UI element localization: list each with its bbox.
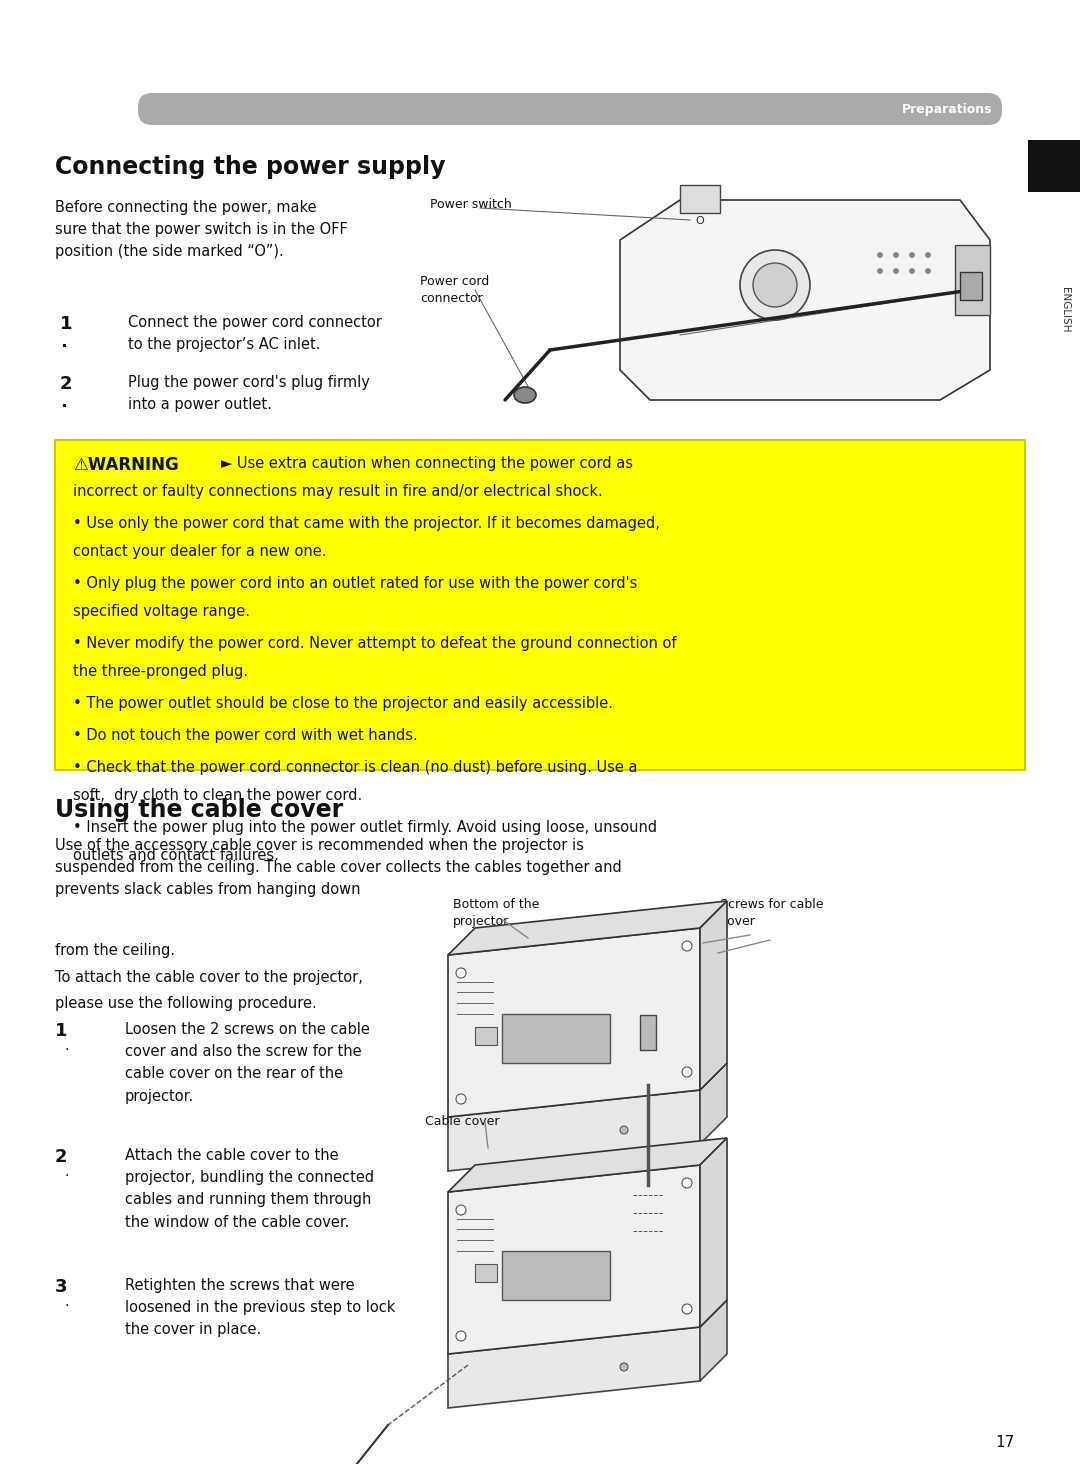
Ellipse shape xyxy=(514,386,536,403)
Circle shape xyxy=(753,264,797,307)
Text: Retighten the screws that were
loosened in the previous step to lock
the cover i: Retighten the screws that were loosened … xyxy=(125,1278,395,1338)
Circle shape xyxy=(924,252,931,258)
Text: Loosen the 2 screws on the cable
cover and also the screw for the
cable cover on: Loosen the 2 screws on the cable cover a… xyxy=(125,1022,369,1104)
Bar xyxy=(960,272,982,300)
Polygon shape xyxy=(700,1138,727,1326)
Text: soft,  dry cloth to clean the power cord.: soft, dry cloth to clean the power cord. xyxy=(73,788,362,802)
FancyBboxPatch shape xyxy=(138,94,1002,124)
Circle shape xyxy=(456,1205,465,1215)
Polygon shape xyxy=(448,1165,700,1354)
Bar xyxy=(475,1028,497,1045)
Circle shape xyxy=(620,1363,627,1370)
Text: • Never modify the power cord. Never attempt to defeat the ground connection of: • Never modify the power cord. Never att… xyxy=(73,635,676,651)
Circle shape xyxy=(681,1304,692,1315)
Polygon shape xyxy=(448,900,727,955)
Text: 2: 2 xyxy=(60,375,72,392)
Text: Using the cable cover: Using the cable cover xyxy=(55,798,343,821)
Text: Plug the power cord's plug firmly
into a power outlet.: Plug the power cord's plug firmly into a… xyxy=(129,375,369,413)
Text: Bottom of the
projector: Bottom of the projector xyxy=(453,897,539,928)
Text: • Do not touch the power cord with wet hands.: • Do not touch the power cord with wet h… xyxy=(73,728,418,744)
Text: specified voltage range.: specified voltage range. xyxy=(73,605,249,619)
Text: • Use only the power cord that came with the projector. If it becomes damaged,: • Use only the power cord that came with… xyxy=(73,515,660,531)
Circle shape xyxy=(456,968,465,978)
Text: .: . xyxy=(60,392,67,411)
Text: ⚠WARNING: ⚠WARNING xyxy=(73,455,179,474)
Text: • Only plug the power cord into an outlet rated for use with the power cord's: • Only plug the power cord into an outle… xyxy=(73,575,637,591)
Text: ► Use extra caution when connecting the power cord as: ► Use extra caution when connecting the … xyxy=(221,455,633,471)
Polygon shape xyxy=(448,1138,727,1192)
Circle shape xyxy=(740,250,810,321)
Text: 2: 2 xyxy=(55,1148,67,1165)
Text: 17: 17 xyxy=(996,1435,1015,1449)
Circle shape xyxy=(877,268,883,274)
Bar xyxy=(640,1015,656,1050)
Text: Screws for cable
cover: Screws for cable cover xyxy=(720,897,824,928)
Polygon shape xyxy=(448,928,700,1117)
Bar xyxy=(55,441,1025,770)
Text: • Insert the power plug into the power outlet firmly. Avoid using loose, unsound: • Insert the power plug into the power o… xyxy=(73,820,657,834)
Circle shape xyxy=(924,268,931,274)
Text: from the ceiling.: from the ceiling. xyxy=(55,943,175,957)
Polygon shape xyxy=(700,900,727,1091)
Text: Preparations: Preparations xyxy=(902,104,993,117)
Text: Before connecting the power, make
sure that the power switch is in the OFF
posit: Before connecting the power, make sure t… xyxy=(55,201,348,259)
Circle shape xyxy=(620,1126,627,1135)
Text: Power switch: Power switch xyxy=(430,198,512,211)
Polygon shape xyxy=(448,1326,700,1408)
Polygon shape xyxy=(620,201,990,400)
Text: Use of the accessory cable cover is recommended when the projector is
suspended : Use of the accessory cable cover is reco… xyxy=(55,837,622,897)
Text: .: . xyxy=(60,332,67,351)
Circle shape xyxy=(909,252,915,258)
Text: .: . xyxy=(65,1165,69,1179)
Bar xyxy=(475,1263,497,1282)
Text: Connect the power cord connector
to the projector’s AC inlet.: Connect the power cord connector to the … xyxy=(129,315,382,353)
Text: • The power outlet should be close to the projector and easily accessible.: • The power outlet should be close to th… xyxy=(73,695,613,712)
Text: .: . xyxy=(65,1296,69,1309)
Text: Connecting the power supply: Connecting the power supply xyxy=(55,155,446,179)
Circle shape xyxy=(681,1067,692,1078)
Text: Cable cover: Cable cover xyxy=(426,1116,499,1127)
Text: .: . xyxy=(65,1039,69,1053)
Bar xyxy=(1028,141,1080,192)
Text: O: O xyxy=(696,217,704,225)
Text: Attach the cable cover to the
projector, bundling the connected
cables and runni: Attach the cable cover to the projector,… xyxy=(125,1148,374,1230)
Circle shape xyxy=(456,1094,465,1104)
Circle shape xyxy=(456,1331,465,1341)
Bar xyxy=(502,1252,610,1300)
Text: 3: 3 xyxy=(55,1278,67,1296)
Text: Power cord
connector: Power cord connector xyxy=(420,275,489,305)
Text: To attach the cable cover to the projector,: To attach the cable cover to the project… xyxy=(55,971,363,985)
Circle shape xyxy=(893,252,899,258)
Text: the three-pronged plug.: the three-pronged plug. xyxy=(73,665,248,679)
Text: ENGLISH: ENGLISH xyxy=(1059,287,1070,332)
Bar xyxy=(955,244,990,315)
Polygon shape xyxy=(448,1091,700,1171)
Text: incorrect or faulty connections may result in fire and/or electrical shock.: incorrect or faulty connections may resu… xyxy=(73,485,603,499)
Polygon shape xyxy=(700,1300,727,1381)
Text: AC inlet: AC inlet xyxy=(670,329,718,343)
Circle shape xyxy=(893,268,899,274)
Circle shape xyxy=(877,252,883,258)
Text: • Check that the power cord connector is clean (no dust) before using. Use a: • Check that the power cord connector is… xyxy=(73,760,637,774)
Text: outlets and contact failures.: outlets and contact failures. xyxy=(73,848,279,862)
Bar xyxy=(502,1015,610,1063)
Text: please use the following procedure.: please use the following procedure. xyxy=(55,996,316,1012)
Text: 1: 1 xyxy=(60,315,72,332)
Circle shape xyxy=(909,268,915,274)
Circle shape xyxy=(681,1179,692,1187)
Polygon shape xyxy=(700,1063,727,1143)
Text: 1: 1 xyxy=(55,1022,67,1039)
Bar xyxy=(680,184,720,212)
Text: contact your dealer for a new one.: contact your dealer for a new one. xyxy=(73,545,326,559)
Circle shape xyxy=(681,941,692,952)
